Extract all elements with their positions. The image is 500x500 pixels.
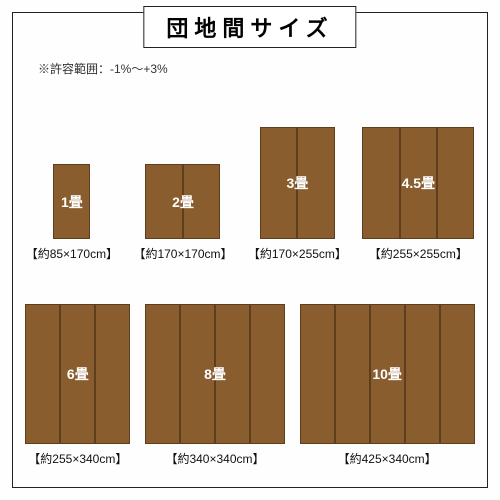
title: 団地間サイズ	[143, 6, 356, 48]
size-item: 1畳【約85×170cm】	[26, 164, 118, 262]
size-item: 8畳【約340×340cm】	[145, 304, 285, 467]
tatami-panel	[335, 304, 370, 444]
tatami-panel	[437, 127, 474, 239]
size-item: 10畳【約425×340cm】	[300, 304, 475, 467]
row-2: 6畳【約255×340cm】8畳【約340×340cm】10畳【約425×340…	[18, 282, 482, 467]
tatami-block: 1畳	[53, 164, 90, 239]
tolerance-note: ※許容範囲：-1%～+3%	[38, 60, 168, 77]
tatami-block: 8畳	[145, 304, 285, 444]
tatami-label: 1畳	[61, 192, 83, 212]
size-item: 6畳【約255×340cm】	[25, 304, 130, 467]
tatami-label: 4.5畳	[402, 173, 435, 193]
tatami-label: 8畳	[204, 364, 226, 384]
tatami-block: 2畳	[145, 164, 220, 239]
tatami-label: 6畳	[67, 364, 89, 384]
dimension-text: 【約340×340cm】	[165, 450, 264, 467]
tatami-block: 10畳	[300, 304, 475, 444]
size-item: 2畳【約170×170cm】	[133, 164, 232, 262]
size-item: 4.5畳【約255×255cm】	[362, 127, 474, 262]
tatami-block: 3畳	[260, 127, 335, 239]
size-item: 3畳【約170×255cm】	[248, 127, 347, 262]
tatami-label: 10畳	[372, 364, 402, 384]
dimension-text: 【約85×170cm】	[26, 245, 118, 262]
tatami-panel	[405, 304, 440, 444]
tatami-panel	[95, 304, 130, 444]
tatami-block: 4.5畳	[362, 127, 474, 239]
tatami-panel	[250, 304, 285, 444]
tatami-block: 6畳	[25, 304, 130, 444]
tatami-panel	[300, 304, 335, 444]
tatami-panel	[25, 304, 60, 444]
dimension-text: 【約170×170cm】	[133, 245, 232, 262]
dimension-text: 【約255×255cm】	[369, 245, 468, 262]
tatami-panel	[145, 304, 180, 444]
tatami-label: 3畳	[287, 173, 309, 193]
tatami-label: 2畳	[172, 192, 194, 212]
tatami-panel	[440, 304, 475, 444]
tatami-panel	[362, 127, 399, 239]
dimension-text: 【約170×255cm】	[248, 245, 347, 262]
dimension-text: 【約425×340cm】	[338, 450, 437, 467]
row-1: 1畳【約85×170cm】2畳【約170×170cm】3畳【約170×255cm…	[18, 92, 482, 262]
dimension-text: 【約255×340cm】	[28, 450, 127, 467]
